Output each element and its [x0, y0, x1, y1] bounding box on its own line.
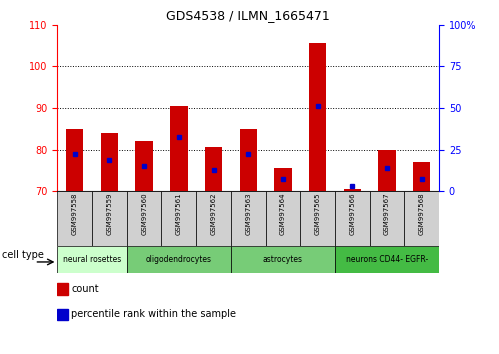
- Text: GSM997563: GSM997563: [245, 193, 251, 235]
- Text: count: count: [71, 284, 99, 294]
- Bar: [309, 44, 326, 191]
- Text: GSM997564: GSM997564: [280, 193, 286, 235]
- Text: GSM997566: GSM997566: [349, 193, 355, 235]
- FancyBboxPatch shape: [127, 246, 231, 273]
- Text: GSM997559: GSM997559: [106, 193, 112, 235]
- Bar: [240, 129, 257, 191]
- Bar: [101, 133, 118, 191]
- Bar: [135, 141, 153, 191]
- FancyBboxPatch shape: [404, 191, 439, 246]
- Text: GSM997567: GSM997567: [384, 193, 390, 235]
- Text: neural rosettes: neural rosettes: [63, 255, 121, 264]
- FancyBboxPatch shape: [196, 191, 231, 246]
- FancyBboxPatch shape: [335, 246, 439, 273]
- FancyBboxPatch shape: [231, 246, 335, 273]
- Bar: [274, 168, 291, 191]
- FancyBboxPatch shape: [300, 191, 335, 246]
- Text: GSM997568: GSM997568: [419, 193, 425, 235]
- Text: GSM997562: GSM997562: [211, 193, 217, 235]
- Bar: [57, 309, 68, 320]
- Text: neurons CD44- EGFR-: neurons CD44- EGFR-: [346, 255, 428, 264]
- Bar: [413, 162, 431, 191]
- Bar: [378, 149, 396, 191]
- Bar: [66, 129, 83, 191]
- Bar: [344, 189, 361, 191]
- Text: percentile rank within the sample: percentile rank within the sample: [71, 309, 236, 319]
- Text: GSM997561: GSM997561: [176, 193, 182, 235]
- FancyBboxPatch shape: [127, 191, 162, 246]
- FancyBboxPatch shape: [92, 191, 127, 246]
- Text: oligodendrocytes: oligodendrocytes: [146, 255, 212, 264]
- Text: cell type: cell type: [2, 250, 44, 260]
- FancyBboxPatch shape: [57, 246, 127, 273]
- Bar: [170, 106, 188, 191]
- FancyBboxPatch shape: [162, 191, 196, 246]
- FancyBboxPatch shape: [231, 191, 265, 246]
- Bar: [205, 148, 222, 191]
- Text: astrocytes: astrocytes: [263, 255, 303, 264]
- Bar: [57, 284, 68, 295]
- FancyBboxPatch shape: [57, 191, 92, 246]
- Text: GSM997560: GSM997560: [141, 193, 147, 235]
- Text: GSM997558: GSM997558: [72, 193, 78, 235]
- FancyBboxPatch shape: [370, 191, 404, 246]
- Text: GSM997565: GSM997565: [315, 193, 321, 235]
- FancyBboxPatch shape: [335, 191, 370, 246]
- FancyBboxPatch shape: [265, 191, 300, 246]
- Title: GDS4538 / ILMN_1665471: GDS4538 / ILMN_1665471: [166, 9, 330, 22]
